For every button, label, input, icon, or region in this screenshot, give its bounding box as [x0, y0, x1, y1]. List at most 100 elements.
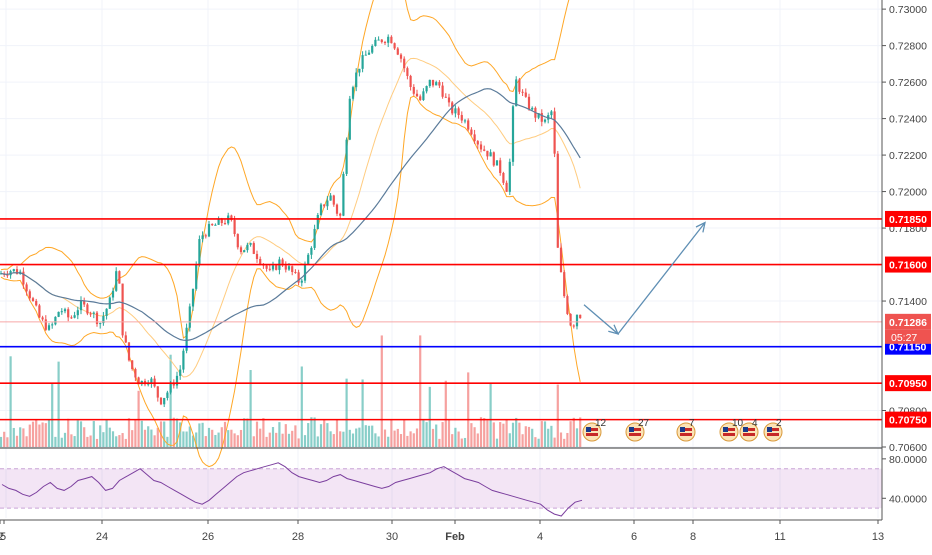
candle-body[interactable]: [383, 42, 387, 44]
candle-body[interactable]: [287, 266, 291, 270]
candle-body[interactable]: [441, 85, 444, 97]
last-price-label[interactable]: 0.71286 05:27: [885, 313, 931, 344]
candle-body[interactable]: [460, 115, 463, 121]
candle-body[interactable]: [236, 234, 239, 248]
candle-body[interactable]: [479, 144, 483, 150]
candle-body[interactable]: [563, 272, 566, 297]
candle-body[interactable]: [115, 271, 118, 291]
candle-body[interactable]: [111, 290, 115, 298]
candle-body[interactable]: [259, 258, 262, 265]
candle-body[interactable]: [406, 68, 409, 76]
candle-body[interactable]: [396, 48, 399, 55]
candle-body[interactable]: [313, 228, 316, 248]
projection-path[interactable]: [583, 222, 706, 335]
candle-body[interactable]: [188, 306, 191, 328]
candle-body[interactable]: [51, 324, 54, 326]
candle-body[interactable]: [553, 111, 556, 154]
candle-body[interactable]: [15, 269, 19, 274]
candle-body[interactable]: [147, 383, 150, 385]
candle-body[interactable]: [358, 68, 361, 73]
candle-body[interactable]: [86, 304, 89, 314]
candle-body[interactable]: [95, 312, 99, 325]
candle-body[interactable]: [92, 312, 95, 314]
candle-body[interactable]: [134, 369, 137, 378]
candle-body[interactable]: [294, 271, 297, 273]
candle-body[interactable]: [284, 265, 287, 270]
candle-body[interactable]: [223, 223, 227, 225]
candle-body[interactable]: [67, 309, 70, 318]
candle-body[interactable]: [179, 369, 182, 376]
candle-body[interactable]: [575, 314, 579, 327]
candle-body[interactable]: [28, 291, 31, 299]
candle-body[interactable]: [243, 250, 246, 253]
candle-body[interactable]: [486, 150, 489, 157]
candle-body[interactable]: [348, 98, 351, 140]
event-markers[interactable]: 12 27 7 10 4 2: [582, 418, 783, 442]
candle-body[interactable]: [403, 58, 406, 69]
candle-body[interactable]: [390, 36, 393, 44]
candle-body[interactable]: [521, 91, 524, 93]
candle-body[interactable]: [281, 259, 284, 266]
candle-body[interactable]: [515, 79, 518, 107]
candle-body[interactable]: [230, 215, 233, 220]
economic-event-marker[interactable]: 27: [625, 418, 650, 442]
candle-body[interactable]: [342, 173, 345, 216]
candle-body[interactable]: [467, 120, 470, 130]
candle-body[interactable]: [217, 218, 220, 225]
candle-body[interactable]: [198, 239, 201, 265]
candle-body[interactable]: [252, 243, 255, 254]
price-axis[interactable]: 0.73000 0.72800 0.72600 0.72400 0.72200 0.720…: [881, 0, 932, 550]
candle-body[interactable]: [415, 93, 419, 97]
candle-body[interactable]: [518, 79, 521, 92]
candle-body[interactable]: [572, 325, 575, 327]
candle-body[interactable]: [249, 243, 252, 245]
candle-body[interactable]: [393, 43, 396, 49]
candle-body[interactable]: [233, 219, 236, 235]
candle-body[interactable]: [83, 300, 86, 305]
candle-body[interactable]: [195, 264, 198, 289]
candle-body[interactable]: [566, 296, 569, 314]
candle-body[interactable]: [367, 52, 371, 55]
candle-body[interactable]: [307, 254, 310, 264]
candle-body[interactable]: [163, 397, 166, 405]
candle-body[interactable]: [470, 129, 473, 135]
level-price-label[interactable]: 0.70750: [885, 411, 931, 428]
candle-body[interactable]: [54, 316, 57, 325]
level-price-label[interactable]: 0.71600: [885, 256, 931, 273]
candle-body[interactable]: [191, 288, 195, 307]
candle-body[interactable]: [399, 54, 403, 59]
candle-body[interactable]: [89, 313, 92, 315]
candle-body[interactable]: [502, 172, 505, 183]
candle-body[interactable]: [150, 378, 153, 384]
candle-body[interactable]: [297, 272, 300, 283]
candle-body[interactable]: [531, 107, 534, 110]
economic-event-marker[interactable]: 10: [719, 418, 744, 442]
candle-body[interactable]: [483, 149, 486, 151]
candle-body[interactable]: [12, 269, 15, 272]
candle-body[interactable]: [335, 204, 339, 214]
candle-body[interactable]: [25, 284, 28, 292]
candle-body[interactable]: [303, 263, 307, 281]
horizontal-levels[interactable]: [0, 218, 882, 421]
candle-body[interactable]: [31, 298, 35, 301]
candle-body[interactable]: [387, 36, 390, 43]
candle-body[interactable]: [255, 253, 259, 259]
candle-body[interactable]: [355, 72, 358, 88]
candle-body[interactable]: [265, 265, 268, 269]
candle-body[interactable]: [332, 195, 335, 205]
economic-event-marker[interactable]: 12: [582, 418, 607, 442]
candle-body[interactable]: [127, 342, 131, 361]
candle-body[interactable]: [211, 224, 214, 226]
candle-body[interactable]: [121, 283, 124, 336]
candle-body[interactable]: [447, 97, 451, 103]
projection-arrow[interactable]: [583, 221, 706, 335]
candle-body[interactable]: [499, 160, 502, 173]
candle-body[interactable]: [425, 86, 428, 92]
candle-body[interactable]: [156, 386, 159, 398]
candle-body[interactable]: [345, 139, 348, 174]
candle-body[interactable]: [166, 392, 169, 398]
candle-body[interactable]: [220, 218, 223, 224]
candle-body[interactable]: [537, 113, 540, 118]
candle-body[interactable]: [457, 108, 460, 116]
